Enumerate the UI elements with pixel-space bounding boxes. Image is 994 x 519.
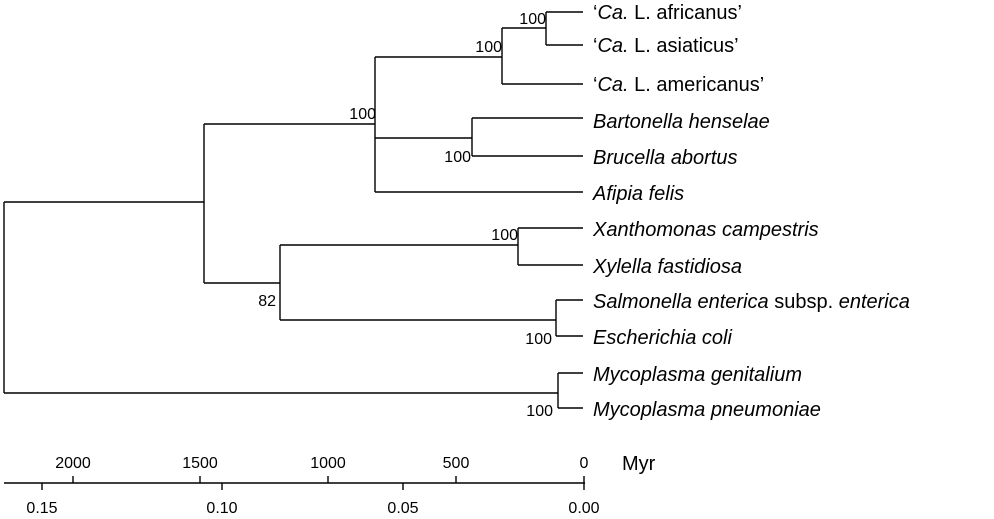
time-tick-label: 2000 [55, 455, 91, 472]
distance-tick-label: 0.15 [26, 500, 57, 517]
bootstrap-value: 100 [349, 106, 376, 123]
bootstrap-value: 100 [475, 39, 502, 56]
bootstrap-value: 100 [526, 403, 553, 420]
distance-tick-label: 0.10 [206, 500, 237, 517]
taxon-label: Xanthomonas campestris [592, 219, 819, 241]
taxon-label: Xylella fastidiosa [592, 256, 742, 278]
taxon-label: ‘Ca. L. africanus’ [593, 2, 742, 24]
taxon-labels: ‘Ca. L. africanus’ ‘Ca. L. asiaticus’ ‘C… [592, 2, 910, 421]
taxon-label: Bartonella henselae [593, 111, 770, 133]
taxon-label: Salmonella enterica subsp. enterica [593, 291, 910, 313]
taxon-label: Escherichia coli [593, 327, 733, 349]
distance-tick-label: 0.05 [387, 500, 418, 517]
taxon-label: ‘Ca. L. americanus’ [593, 74, 764, 96]
tree-branches [3, 11, 583, 409]
taxon-label: Afipia felis [592, 183, 684, 205]
taxon-label: Brucella abortus [593, 147, 738, 169]
time-unit-label: Myr [622, 453, 656, 475]
time-tick-label: 500 [443, 455, 470, 472]
bootstrap-value: 82 [258, 293, 276, 310]
taxon-label: ‘Ca. L. asiaticus’ [593, 35, 739, 57]
distance-tick-label: 0.00 [568, 500, 599, 517]
bootstrap-value: 100 [444, 149, 471, 166]
taxon-label: Mycoplasma pneumoniae [593, 399, 821, 421]
time-tick-label: 1500 [182, 455, 218, 472]
time-tick-label: 0 [580, 455, 589, 472]
time-scale-axis: 2000 1500 1000 500 0 Myr 0.15 0.10 0.05 … [4, 453, 656, 517]
bootstrap-value: 100 [519, 11, 546, 28]
bootstrap-value: 100 [491, 227, 518, 244]
time-tick-label: 1000 [310, 455, 346, 472]
bootstrap-value: 100 [525, 331, 552, 348]
bootstrap-values: 100 100 100 100 100 82 100 100 [258, 11, 553, 420]
taxon-label: Mycoplasma genitalium [593, 364, 802, 386]
